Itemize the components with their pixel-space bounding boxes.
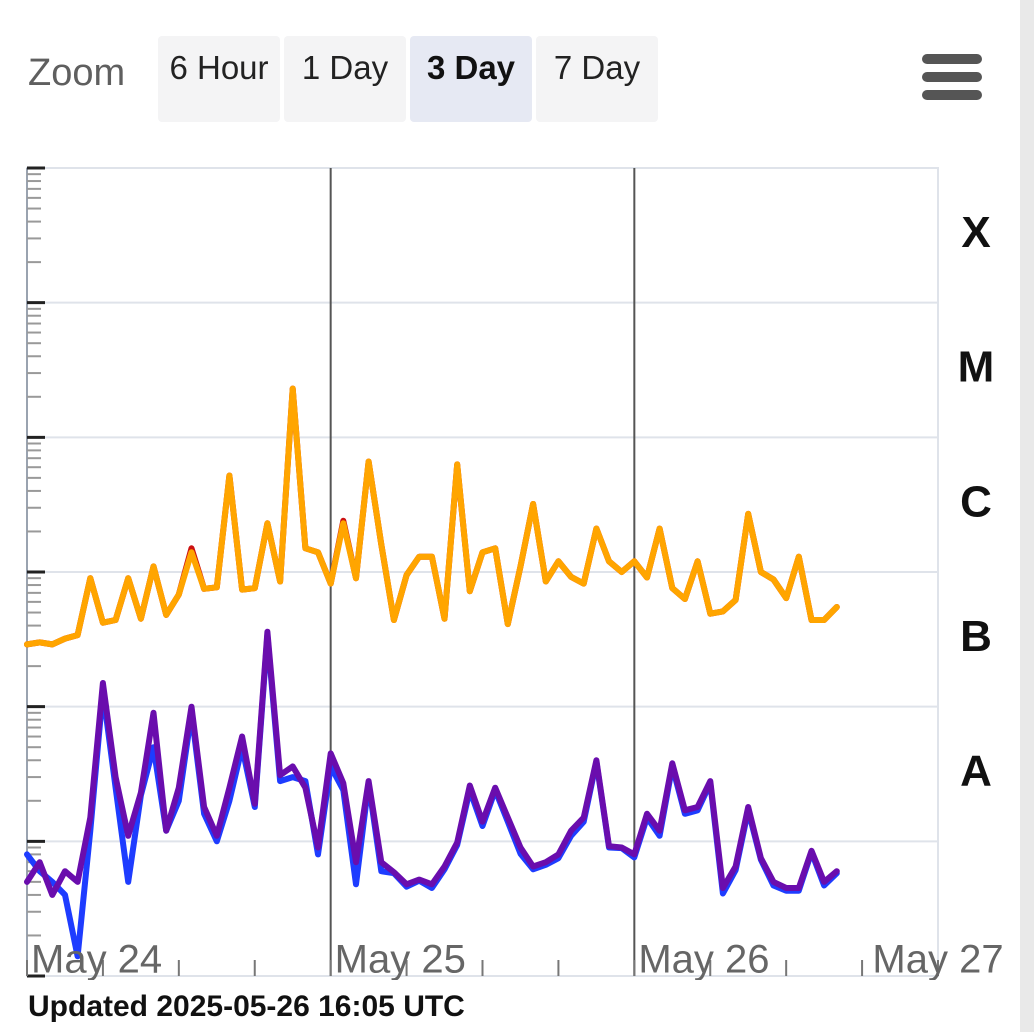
zoom-6-hour-button[interactable]: 6 Hour [158,36,280,122]
x-tick-label: May 24 [31,938,162,980]
class-label-a: A [960,747,992,796]
x-tick-label: May 25 [335,938,466,980]
xray-flux-chart: May 24 May 25 May 26 May 27 X M C B A [24,166,1004,980]
series-line-2 [24,385,840,648]
series-line-3 [24,632,840,960]
hamburger-menu-button[interactable] [918,54,986,104]
series-line-1 [24,385,840,648]
zoom-3-day-button[interactable]: 3 Day [410,36,532,122]
zoom-7-day-button[interactable]: 7 Day [536,36,658,122]
hamburger-icon-bar [922,90,982,100]
x-tick-label: May 27 [872,938,1003,980]
scroll-edge [1020,0,1034,1032]
x-tick-label: May 26 [638,938,769,980]
updated-timestamp: Updated 2025-05-26 16:05 UTC [28,990,465,1023]
zoom-1-day-button[interactable]: 1 Day [284,36,406,122]
series-line-4 [24,628,840,898]
zoom-label: Zoom [28,52,126,94]
class-label-c: C [960,477,992,526]
hamburger-icon [922,54,982,64]
class-label-m: M [958,343,995,392]
class-label-b: B [960,612,992,661]
class-label-x: X [961,208,990,257]
hamburger-icon-bar [922,72,982,82]
